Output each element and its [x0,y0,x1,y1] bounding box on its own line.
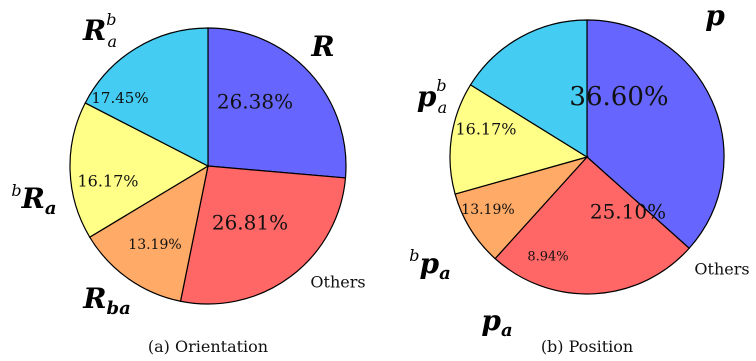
slice-percent-label-1-1: 25.10% [590,200,666,224]
slice-percent-label-0-4: 17.45% [91,89,148,107]
slice-name-label-0-2: Rba [82,282,131,320]
caption-position: (b) Position [541,337,633,356]
pie-slice-1-3 [449,84,589,195]
pie-slice-0-4 [84,27,209,167]
slice-name-label-1-4: pb a [417,76,447,117]
slice-percent-label-0-3: 16.17% [77,172,138,191]
slice-name-label-0-3: bRa [11,181,56,220]
slice-name-label-1-1: Others [694,260,749,279]
pie-slice-0-2 [88,164,209,302]
slice-percent-label-0-0: 26.38% [217,90,293,114]
slice-percent-label-1-3: 13.19% [461,202,514,218]
slice-name-label-1-3: bpa [409,246,451,285]
slice-percent-label-0-1: 26.81% [212,211,288,235]
pie-slice-1-1 [494,156,691,295]
pie-slice-1-4 [469,19,588,159]
pie-slice-1-0 [586,19,725,250]
pie-slice-0-0 [207,27,347,179]
slice-name-label-1-2: pa [481,304,512,342]
slice-name-label-0-1: Others [310,273,365,292]
slice-percent-label-1-0: 36.60% [569,82,668,112]
pie-slice-0-3 [69,102,210,238]
slice-percent-label-0-2: 13.19% [128,237,181,253]
slice-percent-label-1-2: 8.94% [527,250,568,265]
pie-slice-0-1 [179,165,347,305]
slice-name-label-0-4: Rb a [82,10,117,51]
position-pie-chart: 36.60% 25.10% 8.94% 13.19% 16.17% p Others pabp… [409,0,749,341]
slice-name-label-1-0: p [705,0,725,32]
slice-name-label-0-0: R [310,30,334,63]
slice-percent-label-1-4: 16.17% [455,120,516,139]
caption-orientation: (a) Orientation [148,337,268,356]
orientation-pie-chart: 26.38% 26.81% 13.19% 16.17% 17.45% R Others Rba… [11,10,365,320]
